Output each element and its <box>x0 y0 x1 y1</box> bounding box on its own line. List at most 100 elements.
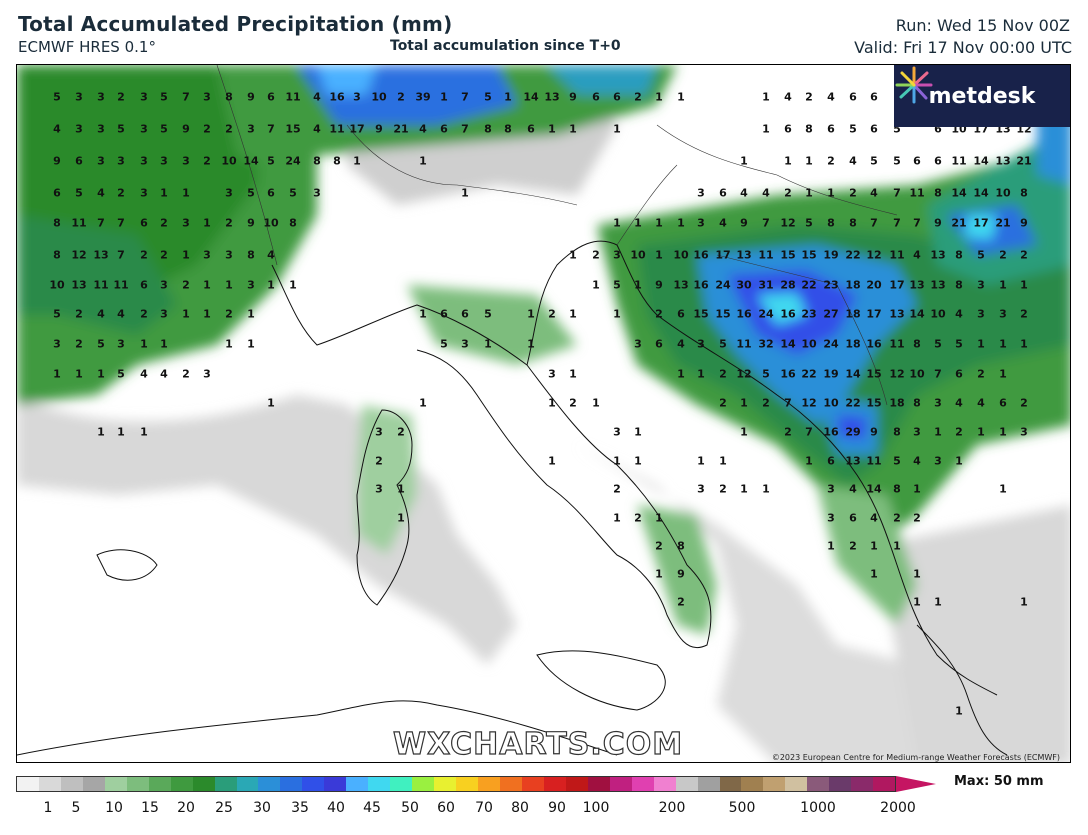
precip-value: 1 <box>827 186 835 200</box>
precip-value: 1 <box>870 539 878 553</box>
precip-value: 14 <box>973 154 989 168</box>
precip-value: 9 <box>375 122 383 136</box>
precip-value: 15 <box>866 396 882 410</box>
precip-value: 8 <box>289 216 297 230</box>
precip-value: 1 <box>613 307 621 321</box>
colorbar-swatch <box>390 777 413 791</box>
precip-value: 1 <box>160 186 168 200</box>
precip-value: 10 <box>823 396 839 410</box>
precip-value: 5 <box>762 367 770 381</box>
precip-value: 3 <box>934 454 942 468</box>
precip-value: 3 <box>977 307 985 321</box>
precip-value: 3 <box>117 337 125 351</box>
precip-value: 1 <box>613 216 621 230</box>
precip-value: 4 <box>870 511 878 525</box>
precip-value: 17 <box>889 278 905 292</box>
precipitation-map: 5 3 3 2 3 5 7 3 8 9 6 11 4 16 3 10 2 39 1 7 5 1 14 13 9 6 6 2 1 1 1 4 2 4… <box>16 64 1071 763</box>
precip-value: 4 <box>913 454 921 468</box>
precip-value: 3 <box>140 154 148 168</box>
precip-value: 1 <box>160 337 168 351</box>
precip-value: 4 <box>160 367 168 381</box>
precip-value: 6 <box>999 396 1007 410</box>
precip-value: 3 <box>353 90 361 104</box>
colorbar-swatch <box>741 777 764 791</box>
precip-value: 3 <box>247 122 255 136</box>
colorbar-swatch <box>302 777 325 791</box>
precip-value: 2 <box>977 367 985 381</box>
precip-value: 12 <box>780 216 796 230</box>
colorbar-tick-label: 60 <box>437 800 455 816</box>
precip-value: 6 <box>53 186 61 200</box>
precip-value: 1 <box>784 154 792 168</box>
precip-value: 2 <box>1020 307 1028 321</box>
colorbar-swatch <box>456 777 479 791</box>
precip-value: 8 <box>313 154 321 168</box>
precip-value: 8 <box>934 186 942 200</box>
precip-value: 3 <box>225 248 233 262</box>
precip-value: 15 <box>866 367 882 381</box>
colorbar-swatch <box>807 777 830 791</box>
precip-value: 1 <box>613 454 621 468</box>
precip-value: 5 <box>97 337 105 351</box>
precip-value: 24 <box>758 307 774 321</box>
map-background <box>17 65 1070 762</box>
precip-value: 10 <box>221 154 237 168</box>
precip-value: 1 <box>655 248 663 262</box>
colorbar-swatch <box>873 777 896 791</box>
precip-value: 1 <box>740 154 748 168</box>
precip-value: 8 <box>53 216 61 230</box>
precip-value: 4 <box>870 186 878 200</box>
precip-value: 2 <box>225 216 233 230</box>
precip-value: 1 <box>955 704 963 718</box>
precip-value: 3 <box>827 511 835 525</box>
colorbar-swatch <box>236 777 259 791</box>
precip-value: 1 <box>504 90 512 104</box>
precip-values-layer: 5 3 3 2 3 5 7 3 8 9 6 11 4 16 3 10 2 39 1 7 5 1 14 13 9 6 6 2 1 1 1 4 2 4… <box>17 65 1070 762</box>
precip-value: 1 <box>267 396 275 410</box>
colorbar-swatch <box>521 777 544 791</box>
colorbar-swatch <box>565 777 588 791</box>
precip-value: 1 <box>655 216 663 230</box>
precip-value: 16 <box>866 337 882 351</box>
precip-value: 13 <box>889 307 905 321</box>
precip-value: 1 <box>397 482 405 496</box>
precip-value: 3 <box>697 186 705 200</box>
precip-value: 3 <box>375 425 383 439</box>
precip-value: 1 <box>97 367 105 381</box>
precip-value: 15 <box>715 307 731 321</box>
precip-value: 6 <box>955 367 963 381</box>
precip-value: 8 <box>677 539 685 553</box>
precip-field <box>17 65 1070 762</box>
precip-value: 2 <box>999 248 1007 262</box>
precip-value: 29 <box>845 425 861 439</box>
precip-value: 1 <box>527 307 535 321</box>
colorbar-swatch <box>368 777 391 791</box>
precip-value: 6 <box>849 511 857 525</box>
precip-value: 1 <box>999 278 1007 292</box>
colorbar-swatch <box>412 777 435 791</box>
colorbar-tick-label: 5 <box>71 800 81 816</box>
precip-value: 2 <box>677 595 685 609</box>
precip-value: 5 <box>934 337 942 351</box>
precip-value: 9 <box>934 216 942 230</box>
precip-value: 22 <box>845 396 861 410</box>
precip-value: 3 <box>548 367 556 381</box>
precip-value: 1 <box>182 186 190 200</box>
precip-value: 7 <box>784 396 792 410</box>
precip-value: 1 <box>182 248 190 262</box>
precip-value: 16 <box>780 367 796 381</box>
precip-value: 6 <box>140 278 148 292</box>
precip-value: 6 <box>527 122 535 136</box>
precip-value: 9 <box>870 425 878 439</box>
copyright-notice: ©2023 European Centre for Medium-range W… <box>771 753 1060 762</box>
colorbar-tick-label: 40 <box>327 800 345 816</box>
precip-value: 1 <box>955 454 963 468</box>
precip-value: 8 <box>53 248 61 262</box>
precip-value: 7 <box>461 122 469 136</box>
precip-value: 28 <box>780 278 796 292</box>
precip-value: 16 <box>693 248 709 262</box>
precip-value: 18 <box>889 396 905 410</box>
precip-value: 10 <box>801 337 817 351</box>
precip-value: 3 <box>140 90 148 104</box>
precip-value: 1 <box>655 511 663 525</box>
